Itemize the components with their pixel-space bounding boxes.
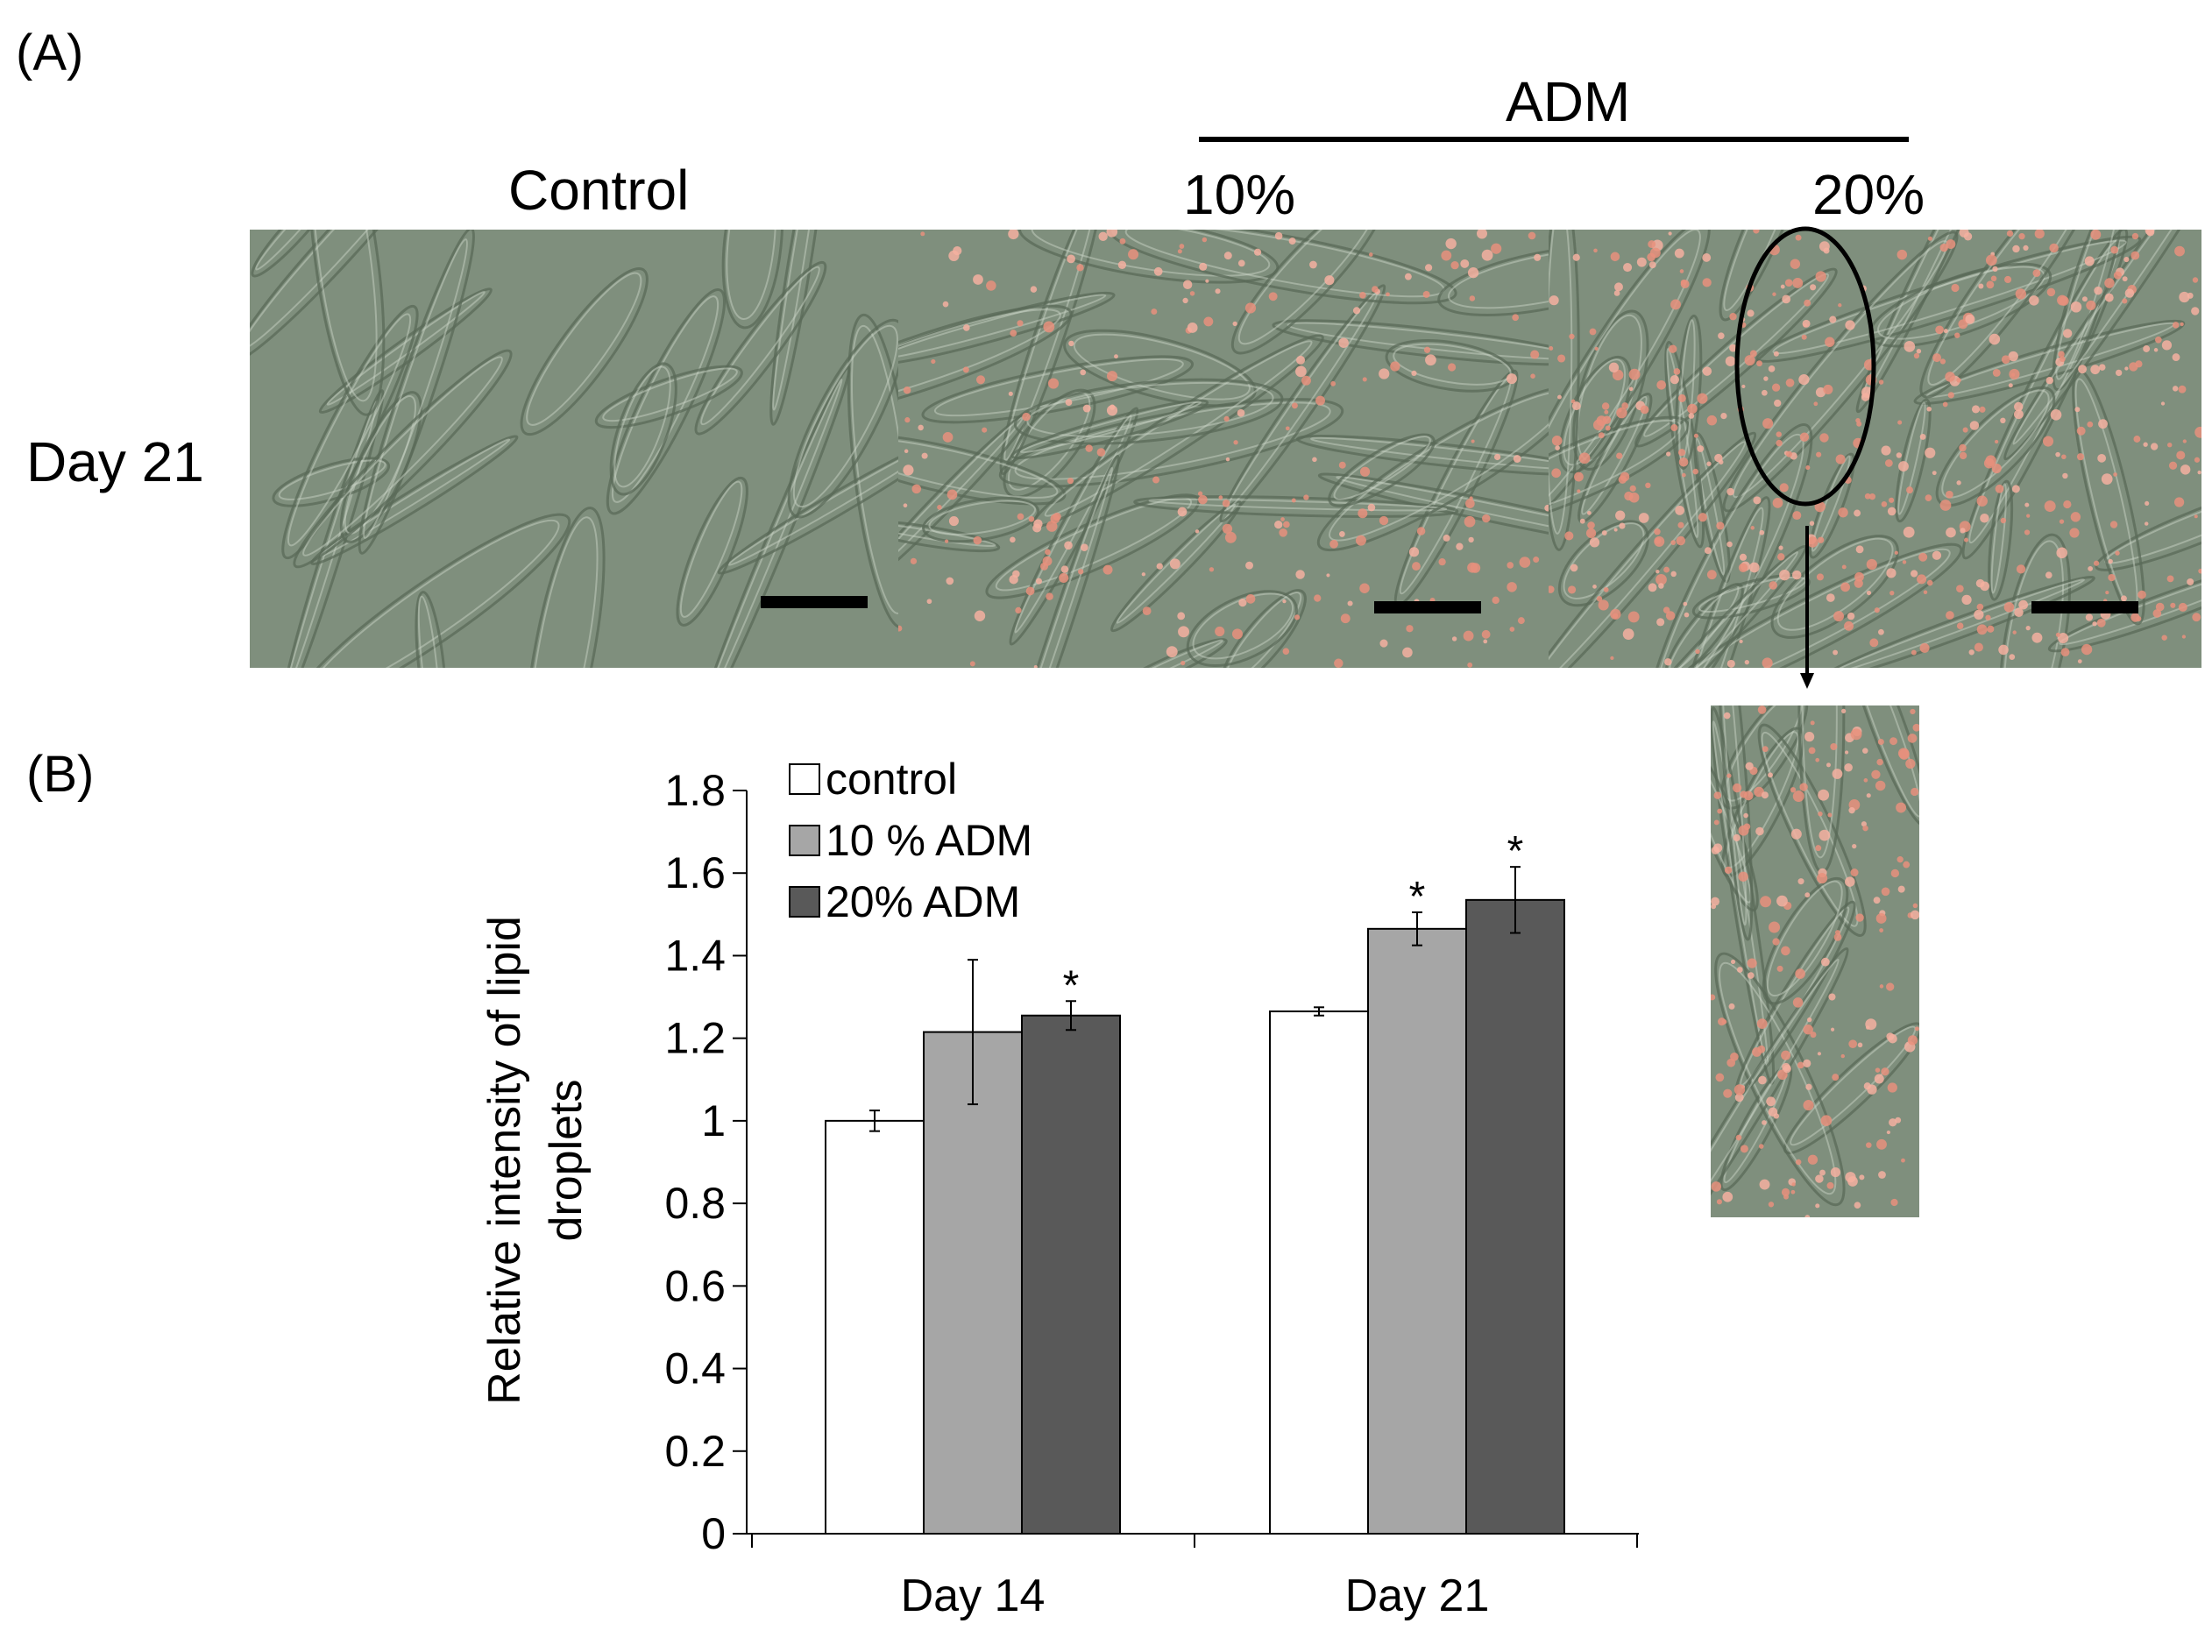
bar-20-adm [1465, 898, 1565, 1535]
column-label-10pct: 10% [1183, 163, 1296, 226]
y-tick-label: 0.2 [664, 1427, 726, 1476]
column-label-20pct: 20% [1812, 163, 1925, 226]
legend-swatch [789, 886, 820, 918]
micrograph-control [250, 230, 898, 668]
legend-label: 10 % ADM [826, 816, 1032, 865]
row-label-day21: Day 21 [26, 430, 204, 493]
y-tick-label: 0.4 [664, 1344, 726, 1393]
column-label-control: Control [508, 159, 690, 222]
bar-control [825, 1119, 925, 1535]
micrograph-adm-20pct [1549, 230, 2201, 668]
y-tick-label: 1.2 [664, 1014, 726, 1063]
y-tick-label: 1.8 [664, 766, 726, 815]
panel-b-label: (B) [26, 746, 95, 803]
bar-control [1269, 1010, 1369, 1535]
zoom-arrow-head [1800, 673, 1814, 689]
zoom-inset-micrograph [1711, 705, 1919, 1217]
bar-10-adm [923, 1031, 1023, 1535]
bar-10-adm [1367, 927, 1467, 1535]
y-tick-label: 1.6 [664, 848, 726, 897]
bar-20-adm [1021, 1014, 1121, 1535]
x-category-label: Day 14 [901, 1570, 1046, 1621]
y-tick-label: 0.8 [664, 1179, 726, 1228]
significance-asterisk: * [1063, 962, 1080, 1009]
legend-swatch [789, 763, 820, 795]
significance-asterisk: * [1409, 874, 1426, 920]
y-tick-label: 1.4 [664, 931, 726, 980]
scale-bar-adm-10pct [1374, 601, 1481, 613]
legend-swatch [789, 825, 820, 856]
micrograph-adm-10pct [898, 230, 1549, 668]
y-tick-label: 1 [701, 1096, 726, 1145]
legend-label: 20% ADM [826, 877, 1020, 926]
y-tick-label: 0 [701, 1509, 726, 1558]
legend-label: control [826, 755, 957, 804]
significance-asterisk: * [1507, 828, 1524, 875]
panel-a-label: (A) [16, 25, 84, 82]
y-axis-title: Relative intensity of lipid droplets [479, 916, 592, 1405]
zoom-region-ellipse [1734, 226, 1876, 507]
y-tick-label: 0.6 [664, 1261, 726, 1310]
adm-bracket-line [1199, 137, 1909, 142]
scale-bar-control [761, 596, 868, 608]
scale-bar-adm-20pct [2031, 601, 2138, 613]
x-category-label: Day 21 [1345, 1570, 1490, 1621]
adm-treatment-label: ADM [1506, 70, 1631, 133]
